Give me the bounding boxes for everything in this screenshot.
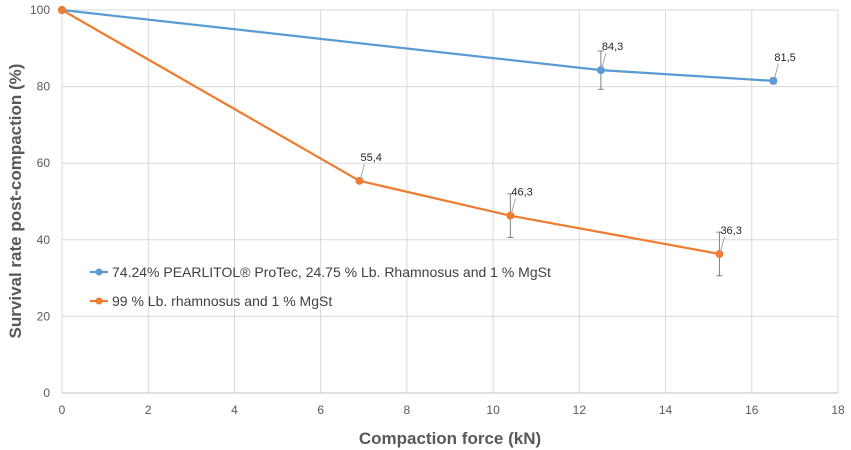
data-label-leader	[773, 63, 779, 79]
data-labels: 84,3 81,5 55,4 46,3 36,3	[359, 41, 796, 253]
y-tick-label: 100	[30, 3, 50, 17]
legend-entry: 99 % Lb. rhamnosus and 1 % MgSt	[112, 293, 332, 309]
legend-entry: 74.24% PEARLITOL® ProTec, 24.75 % Lb. Rh…	[112, 264, 551, 280]
data-point	[715, 249, 724, 258]
y-tick-label: 60	[37, 156, 51, 170]
data-point	[506, 211, 515, 220]
data-point	[596, 66, 605, 75]
data-label-leader	[601, 53, 607, 69]
series-lines	[61, 8, 774, 256]
x-tick-label: 18	[831, 403, 845, 417]
legend-marker	[95, 268, 103, 276]
data-label: 84,3	[602, 41, 623, 53]
data-point	[769, 76, 778, 85]
x-axis-title: Compaction force (kN)	[359, 429, 541, 448]
x-tick-labels: 0 2 4 6 8 10 12 14 16 18	[59, 403, 845, 417]
data-label: 55,4	[360, 152, 381, 164]
data-point	[355, 176, 364, 185]
y-tick-labels: 0 20 40 60 80 100	[30, 3, 50, 400]
y-axis-title: Survival rate post-compaction (%)	[6, 64, 25, 339]
x-tick-label: 14	[659, 403, 673, 417]
x-tick-label: 4	[231, 403, 238, 417]
series-markers	[58, 6, 778, 258]
x-tick-label: 2	[145, 403, 152, 417]
data-label-leader	[719, 236, 725, 253]
x-tick-label: 10	[486, 403, 500, 417]
gridlines	[61, 9, 839, 393]
x-tick-label: 8	[404, 403, 411, 417]
y-tick-label: 20	[37, 309, 51, 323]
data-point	[58, 6, 66, 14]
data-label-leader	[359, 163, 365, 179]
data-label: 81,5	[774, 52, 795, 64]
x-tick-label: 16	[745, 403, 759, 417]
series-line-2	[61, 9, 720, 256]
data-label: 36,3	[720, 225, 741, 237]
x-tick-label: 0	[59, 403, 66, 417]
legend-marker	[95, 297, 103, 305]
y-tick-label: 80	[37, 80, 51, 94]
x-tick-label: 6	[317, 403, 324, 417]
data-label: 46,3	[511, 187, 532, 199]
y-tick-label: 0	[43, 386, 50, 400]
y-tick-label: 40	[37, 233, 51, 247]
x-tick-label: 12	[573, 403, 587, 417]
legend: 74.24% PEARLITOL® ProTec, 24.75 % Lb. Rh…	[90, 264, 551, 309]
data-label-leader	[510, 198, 516, 214]
